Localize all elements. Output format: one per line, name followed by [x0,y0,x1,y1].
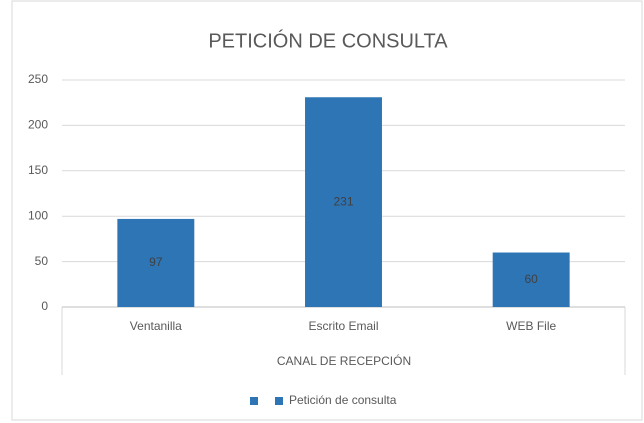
data-label: 60 [524,272,538,286]
y-tick-label: 200 [28,118,48,132]
data-label: 97 [149,255,163,269]
y-tick-label: 0 [41,299,48,313]
bar [305,97,382,307]
bar [117,218,195,307]
legend-marker [250,397,258,405]
x-tick-label: Ventanilla [130,319,182,333]
chart-title: PETICIÓN DE CONSULTA [208,29,448,52]
x-axis-title: CANAL DE RECEPCIÓN [277,353,411,368]
y-tick-label: 100 [28,208,48,222]
x-tick-label: Escrito Email [308,319,378,333]
legend-marker [275,397,283,405]
bar [492,252,570,307]
y-tick-label: 150 [28,163,48,177]
data-label: 231 [333,194,353,208]
y-tick-label: 250 [28,72,48,86]
legend-label: Petición de consulta [289,393,397,407]
x-tick-label: WEB File [506,319,556,333]
y-tick-label: 50 [35,254,49,268]
